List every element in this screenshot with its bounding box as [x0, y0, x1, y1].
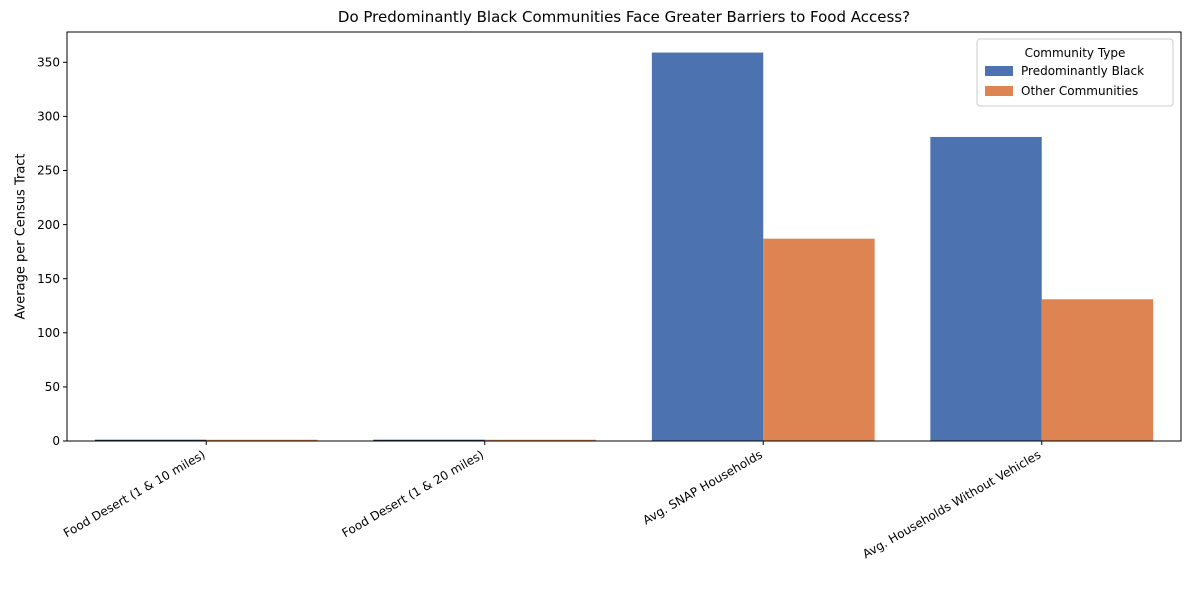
y-axis-label: Average per Census Tract	[14, 153, 29, 319]
legend-box	[976, 38, 1174, 107]
y-tick-label: 300	[37, 110, 60, 124]
x-tick-label: Food Desert (1 & 10 miles)	[61, 447, 208, 540]
legend: Community Type Predominantly Black Other C…	[976, 38, 1174, 107]
bar-other-communities	[763, 238, 875, 441]
y-tick-label: 350	[37, 55, 60, 69]
legend-swatch	[985, 86, 1013, 96]
y-tick-label: 250	[37, 164, 60, 178]
bar-predominantly-black	[930, 136, 1042, 442]
legend-entry: Other Communities	[1021, 84, 1138, 98]
x-axis: Food Desert (1 & 10 miles) Food Desert (1…	[61, 441, 1043, 561]
x-tick-label: Food Desert (1 & 20 miles)	[339, 447, 486, 540]
x-tick-label: Avg. SNAP Households	[640, 447, 764, 527]
y-axis: 0 50 100 150 200 250 300 350	[37, 55, 67, 448]
x-tick-label: Avg. Households Without Vehicles	[860, 447, 1043, 561]
y-tick-label: 150	[37, 272, 60, 286]
legend-title: Community Type	[1025, 46, 1126, 60]
y-tick-label: 100	[37, 326, 60, 340]
legend-swatch	[985, 66, 1013, 76]
bar-predominantly-black	[651, 52, 764, 442]
bars	[94, 52, 1154, 442]
chart-title: Do Predominantly Black Communities Face …	[338, 8, 910, 26]
y-tick-label: 0	[52, 434, 60, 448]
plot-frame	[66, 31, 1182, 442]
bar-other-communities	[1041, 299, 1154, 441]
y-tick-label: 200	[37, 218, 60, 232]
legend-entry: Predominantly Black	[1021, 64, 1144, 78]
y-tick-label: 50	[45, 380, 60, 394]
